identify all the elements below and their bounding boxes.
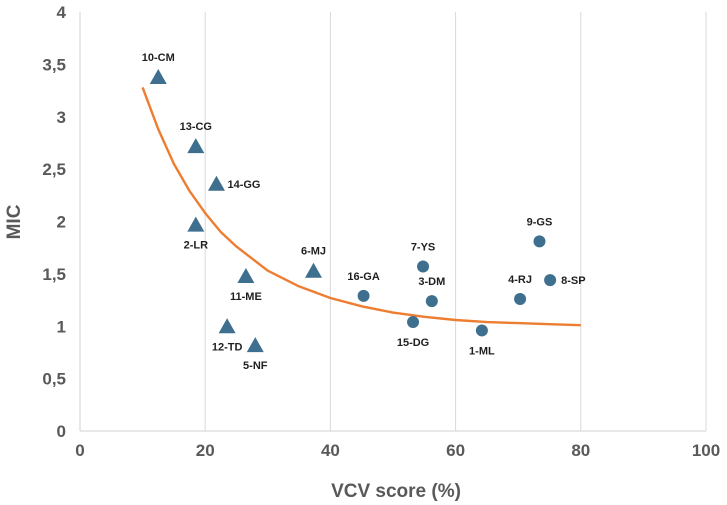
point-label-6-mj: 6-MJ [301, 246, 326, 258]
point-label-3-dm: 3-DM [418, 276, 445, 288]
point-label-13-cg: 13-CG [180, 121, 212, 133]
y-tick-label-8: 4 [57, 3, 67, 22]
point-label-14-gg: 14-GG [227, 179, 260, 191]
triangle-marker-12-td [218, 318, 236, 334]
x-axis-title: VCV score (%) [331, 481, 461, 502]
circle-marker-8-sp [544, 274, 557, 287]
triangle-marker-6-mj [304, 262, 322, 278]
point-label-2-lr: 2-LR [184, 240, 209, 252]
triangle-marker-5-nf [246, 337, 264, 353]
point-label-9-gs: 9-GS [527, 216, 553, 228]
y-tick-label-3: 1,5 [42, 265, 66, 284]
point-label-7-ys: 7-YS [411, 242, 435, 254]
x-tick-label-0: 0 [75, 441, 84, 460]
circle-marker-9-gs [533, 235, 546, 248]
y-tick-label-0: 0 [57, 422, 66, 441]
gridlines [204, 12, 707, 431]
y-axis-title: MIC [4, 204, 25, 239]
triangle-marker-13-cg [187, 138, 205, 154]
point-label-12-td: 12-TD [212, 341, 243, 353]
y-tick-label-4: 2 [57, 213, 66, 232]
x-tick-label-4: 80 [571, 441, 590, 460]
circle-marker-15-dg [407, 316, 420, 329]
circle-marker-1-ml [475, 324, 488, 337]
triangle-marker-11-me [237, 267, 255, 283]
markers [149, 68, 557, 353]
triangle-marker-14-gg [207, 175, 225, 191]
y-tick-label-6: 3 [57, 108, 66, 127]
point-labels: 10-CM 13-CG 14-GG 2-LR 11-ME 12-TD5-NF 6-MJ 16-… [142, 52, 586, 372]
triangle-marker-2-lr [187, 216, 205, 232]
point-label-4-rj: 4-RJ [508, 274, 532, 286]
point-label-8-sp: 8-SP [561, 275, 585, 287]
fit-curve [141, 86, 581, 327]
point-label-10-cm: 10-CM [142, 52, 175, 64]
y-tick-label-1: 0,5 [42, 370, 66, 389]
x-tick-label-3: 60 [446, 441, 465, 460]
x-tick-label-1: 20 [196, 441, 215, 460]
y-tick-label-5: 2,5 [42, 160, 66, 179]
y-tick-label-2: 1 [57, 317, 66, 336]
point-label-1-ml: 1-ML [469, 345, 495, 357]
circle-marker-7-ys [417, 260, 430, 273]
point-label-15-dg: 15-DG [397, 337, 429, 349]
point-label-11-me: 11-ME [230, 291, 262, 303]
point-label-5-nf: 5-NF [243, 360, 268, 372]
circle-marker-16-ga [357, 289, 370, 302]
circle-marker-4-rj [514, 293, 527, 306]
x-tick-label-5: 100 [692, 441, 720, 460]
axes: 0 20 40 60 80 100 0 0,5 1 1,5 2 2,5 3 3,5 4 [42, 3, 720, 460]
y-tick-label-7: 3,5 [42, 55, 66, 74]
triangle-marker-10-cm [149, 68, 167, 84]
fit-curve-layer [141, 86, 581, 327]
x-tick-label-2: 40 [321, 441, 340, 460]
circle-marker-3-dm [425, 295, 438, 308]
point-label-16-ga: 16-GA [347, 271, 379, 283]
